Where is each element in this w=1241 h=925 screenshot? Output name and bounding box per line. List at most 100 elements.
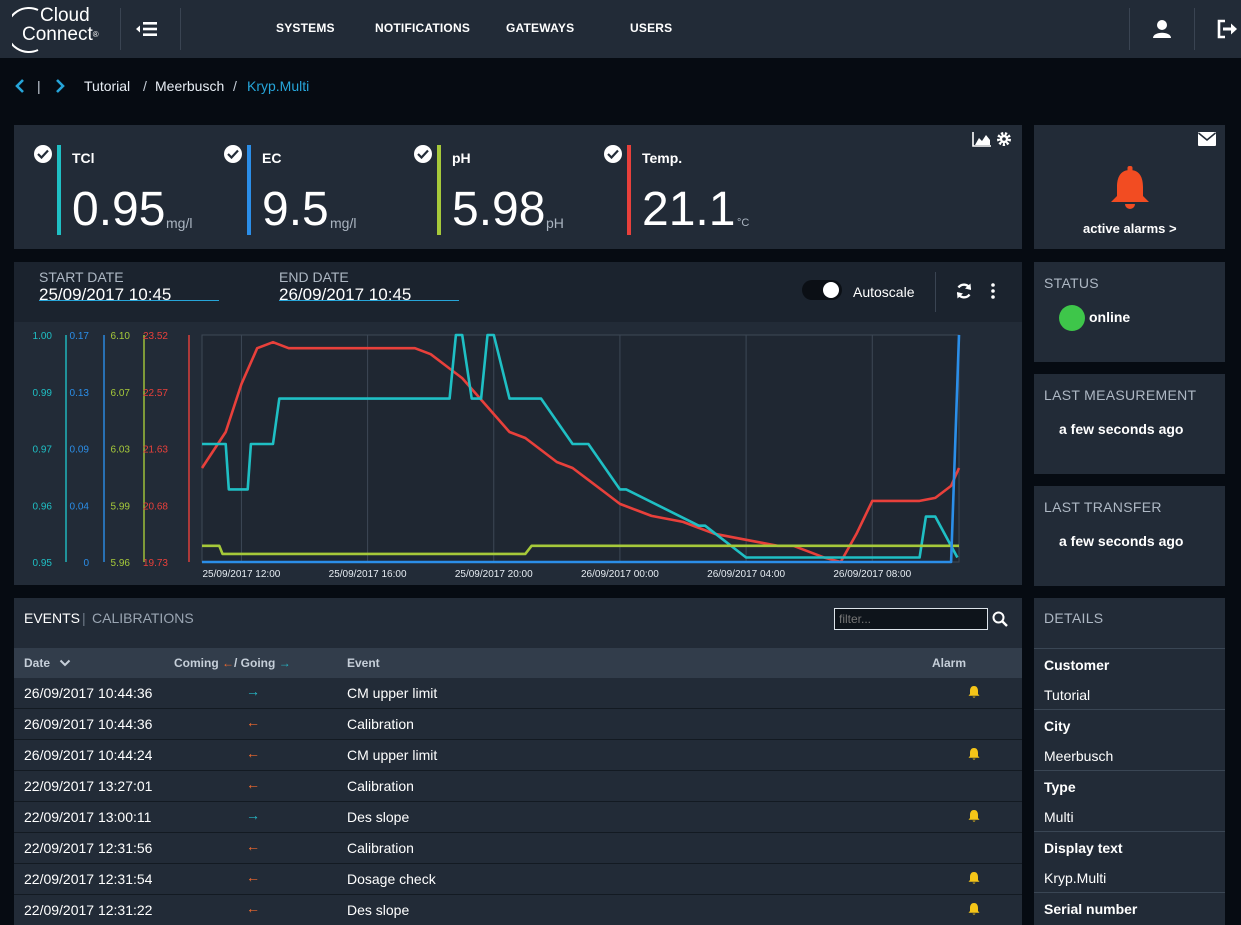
nav-gateways[interactable]: GATEWAYS (506, 21, 575, 35)
last-transfer-title: LAST TRANSFER (1044, 499, 1162, 515)
status-value: online (1089, 309, 1131, 325)
detail-value: Kryp.Multi (1044, 870, 1107, 886)
details-title: DETAILS (1044, 610, 1104, 626)
y-tick-label: 0 (83, 558, 89, 569)
table-row[interactable]: 22/09/2017 12:31:54 ← Dosage check (14, 864, 1022, 895)
breadcrumb-city[interactable]: Meerbusch (155, 78, 225, 94)
end-date-field[interactable]: END DATE 26/09/2017 10:45 (279, 269, 459, 304)
autoscale-toggle[interactable] (802, 280, 842, 300)
sidebar-toggle-button[interactable] (130, 16, 170, 42)
column-alarm: Alarm (932, 656, 967, 670)
tab-divider: | (82, 610, 86, 626)
table-row[interactable]: 22/09/2017 12:31:56 ← Calibration (14, 833, 1022, 864)
user-profile-button[interactable] (1149, 16, 1175, 42)
kpi-settings-button[interactable] (996, 131, 1012, 152)
bell-icon (968, 903, 980, 915)
breadcrumb-current: Kryp.Multi (247, 78, 310, 94)
breadcrumb-slash: / (143, 78, 147, 94)
start-date-field[interactable]: START DATE 25/09/2017 10:45 (39, 269, 219, 304)
event-name: Calibration (347, 778, 414, 794)
bell-icon (968, 872, 980, 884)
active-alarms-link[interactable]: active alarms > (1083, 221, 1177, 236)
column-event: Event (347, 656, 380, 670)
end-date-value: 26/09/2017 10:45 (279, 285, 412, 304)
coming-arrow-icon: ← (246, 900, 260, 916)
table-row[interactable]: 26/09/2017 10:44:36 ← Calibration (14, 709, 1022, 740)
status-title: STATUS (1044, 275, 1099, 291)
chevron-left-icon (15, 79, 24, 93)
nav-systems[interactable]: SYSTEMS (276, 21, 335, 35)
forward-button[interactable] (54, 77, 66, 98)
y-tick-label: 5.96 (111, 558, 131, 569)
plot-area (201, 334, 960, 563)
nav-users[interactable]: USERS (630, 21, 673, 35)
nav-notifications[interactable]: NOTIFICATIONS (375, 21, 471, 35)
table-row[interactable]: 26/09/2017 10:44:36 → CM upper limit (14, 678, 1022, 709)
gear-icon (997, 132, 1011, 146)
events-panel: EVENTS | CALIBRATIONS Date Coming ←/ Goi… (14, 598, 1022, 925)
detail-label-row: Display text (1034, 831, 1225, 862)
series-line-tcl (202, 333, 959, 559)
message-button[interactable] (1197, 132, 1217, 151)
autoscale-label: Autoscale (853, 284, 915, 300)
last-measurement-title: LAST MEASUREMENT (1044, 387, 1197, 403)
kpi-ec: EC 9.5 mg/l (224, 125, 404, 249)
end-date-label: END DATE (279, 269, 349, 285)
envelope-icon (1197, 132, 1217, 146)
x-tick-label: 26/09/2017 08:00 (833, 569, 911, 580)
event-filter-input[interactable] (834, 608, 988, 630)
column-date[interactable]: Date (24, 656, 71, 670)
detail-label: Serial number (1044, 901, 1138, 917)
detail-label: City (1044, 718, 1071, 734)
detail-value-row: Kryp.Multi (1034, 862, 1225, 892)
y-tick-label: 0.17 (70, 331, 90, 342)
event-name: Calibration (347, 716, 414, 732)
going-arrow-icon: → (246, 683, 260, 699)
column-coming-going: Coming ←/ Going → (174, 656, 291, 670)
last-measurement-value: a few seconds ago (1059, 421, 1184, 437)
x-tick-label: 26/09/2017 00:00 (581, 569, 659, 580)
kpi-value: 21.1 (642, 183, 736, 236)
kpi-tcl: TCl 0.95 mg/l (34, 125, 214, 249)
chevron-right-icon (56, 79, 65, 93)
series-line-ec (202, 334, 961, 564)
series-line-ph (202, 544, 959, 556)
bell-icon (968, 810, 980, 822)
y-tick-label: 0.96 (33, 501, 53, 512)
detail-label-row: Serial number (1034, 892, 1225, 923)
chart-view-button[interactable] (972, 131, 992, 152)
tab-calibrations[interactable]: CALIBRATIONS (92, 610, 194, 626)
table-row[interactable]: 22/09/2017 12:31:22 ← Des slope (14, 895, 1022, 925)
sensor-line-chart[interactable]: 25/09/2017 12:00 25/09/2017 16:00 25/09/20… (14, 322, 1022, 585)
x-tick-label: 25/09/2017 12:00 (202, 569, 280, 580)
back-button[interactable] (14, 77, 26, 98)
check-circle-icon (34, 145, 52, 163)
coming-arrow-icon: ← (246, 869, 260, 885)
refresh-button[interactable] (955, 282, 973, 305)
coming-arrow-icon: ← (246, 714, 260, 730)
table-row[interactable]: 26/09/2017 10:44:24 ← CM upper limit (14, 740, 1022, 771)
detail-label: Display text (1044, 840, 1123, 856)
x-tick-label: 26/09/2017 04:00 (707, 569, 785, 580)
event-date: 26/09/2017 10:44:36 (24, 716, 153, 732)
event-name: Dosage check (347, 871, 436, 887)
chart-more-button[interactable] (989, 282, 997, 305)
tab-events[interactable]: EVENTS (24, 610, 81, 626)
logout-button[interactable] (1214, 16, 1240, 42)
sort-chevron-down-icon (60, 659, 71, 667)
event-date: 22/09/2017 12:31:22 (24, 902, 153, 918)
search-icon (992, 611, 1008, 627)
kpi-temp: Temp. 21.1 °C (604, 125, 784, 249)
x-tick-label: 25/09/2017 20:00 (455, 569, 533, 580)
table-row[interactable]: 22/09/2017 13:00:11 → Des slope (14, 802, 1022, 833)
breadcrumb-customer[interactable]: Tutorial (84, 78, 131, 94)
filter-search-button[interactable] (992, 611, 1008, 632)
table-row[interactable]: 22/09/2017 13:27:01 ← Calibration (14, 771, 1022, 802)
cloud-connect-logo[interactable]: Cloud Connect® (12, 4, 102, 54)
event-date: 22/09/2017 13:00:11 (24, 809, 152, 825)
event-date: 22/09/2017 12:31:54 (24, 871, 153, 887)
toggle-knob (823, 282, 839, 298)
coming-arrow-icon: ← (222, 656, 235, 670)
kpi-name: TCl (72, 150, 95, 166)
event-date: 26/09/2017 10:44:24 (24, 747, 153, 763)
